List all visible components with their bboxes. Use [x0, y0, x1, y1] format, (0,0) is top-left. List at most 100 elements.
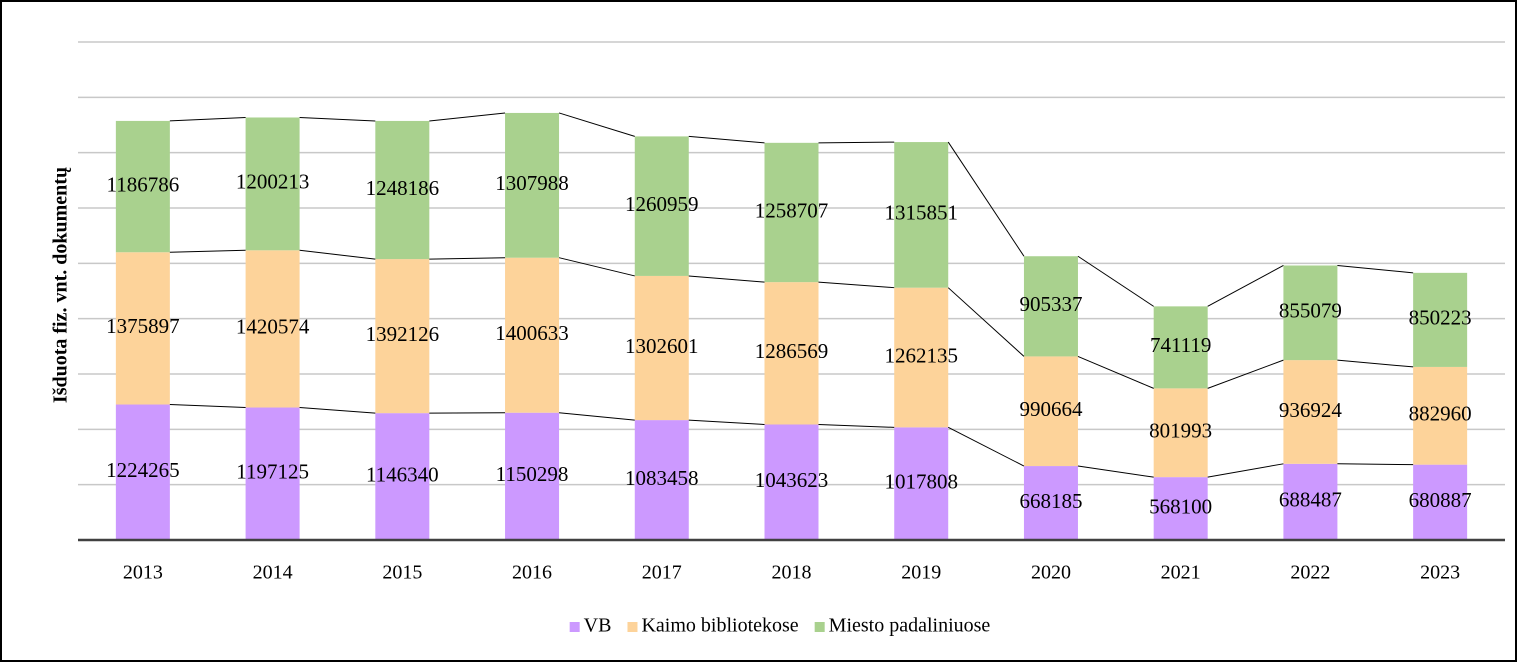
bar-segment	[245, 407, 300, 540]
bar-segment	[375, 259, 430, 414]
bar-segment	[1023, 256, 1078, 357]
data-label: 688487	[1279, 488, 1342, 512]
series-line	[818, 424, 895, 428]
data-label: 1258707	[755, 198, 829, 222]
bar-segment	[1283, 265, 1338, 361]
data-label: 1315851	[884, 201, 958, 225]
data-label: 1043623	[755, 468, 829, 492]
bar-segment	[1153, 477, 1208, 540]
bar-segment	[375, 413, 430, 540]
data-label: 990664	[1019, 397, 1083, 421]
bar-segment	[505, 112, 560, 258]
bar-segment	[1153, 388, 1208, 478]
legend-label: Kaimo bibliotekose	[641, 615, 798, 637]
bar-segment	[115, 404, 170, 540]
bar-segment	[634, 420, 689, 540]
series-line	[1077, 255, 1154, 307]
data-label: 1392126	[366, 322, 440, 346]
bar-segment	[764, 424, 819, 540]
x-tick-label: 2021	[1161, 562, 1201, 584]
series-line	[169, 404, 246, 409]
bar-segment	[764, 142, 819, 283]
bar-segment	[1023, 356, 1078, 467]
bar-segment	[1283, 463, 1338, 540]
bar-segment	[634, 136, 689, 276]
series-line	[688, 135, 765, 144]
series-line	[688, 275, 765, 283]
bar-segment	[764, 282, 819, 425]
series-line	[169, 116, 246, 122]
bar-segment	[245, 117, 300, 251]
legend-swatch	[627, 622, 638, 632]
y-axis-label: Išduota fiz. vnt. dokumentų	[50, 167, 72, 403]
series-line	[947, 426, 1025, 467]
bar-segment	[1283, 360, 1338, 464]
bar-segment	[894, 287, 949, 428]
x-tick-label: 2023	[1420, 562, 1460, 584]
bar-segment	[115, 252, 170, 405]
data-label: 1083458	[625, 466, 699, 490]
series-line	[1337, 463, 1414, 466]
data-label: 936924	[1279, 398, 1343, 422]
series-line	[299, 116, 376, 122]
x-tick-label: 2017	[642, 562, 682, 584]
data-label: 680887	[1409, 488, 1472, 512]
data-label: 568100	[1149, 494, 1212, 518]
series-line	[299, 407, 376, 414]
legend-label: VB	[584, 615, 612, 637]
data-label: 1248186	[366, 176, 440, 200]
data-label: 1150298	[496, 462, 569, 486]
data-label: 1307988	[495, 171, 569, 195]
data-label: 1186786	[106, 172, 179, 196]
bar-segment	[115, 120, 170, 253]
x-tick-label: 2018	[772, 562, 812, 584]
bar-segment	[1153, 306, 1208, 389]
bar-segment	[505, 412, 560, 540]
series-line	[1077, 355, 1154, 389]
data-label: 850223	[1409, 306, 1472, 330]
series-line	[1207, 359, 1284, 389]
series-line	[429, 112, 506, 122]
bar-segment	[505, 257, 560, 413]
legend-label: Miesto padaliniuose	[829, 615, 991, 637]
series-line	[558, 412, 635, 421]
data-label: 1302601	[625, 334, 699, 358]
x-tick-label: 2016	[512, 562, 552, 584]
series-line	[1207, 463, 1284, 478]
data-label: 668185	[1019, 489, 1082, 513]
series-line	[169, 249, 246, 253]
bar-segment	[1023, 466, 1078, 540]
data-label: 1262135	[884, 343, 958, 367]
data-label: 1200213	[236, 170, 310, 194]
legend-swatch	[569, 622, 580, 632]
data-label: 1017808	[884, 469, 958, 493]
series-line	[947, 287, 1025, 357]
bar-segment	[1413, 272, 1468, 367]
series-line	[299, 249, 376, 260]
bar-segment	[245, 250, 300, 408]
series-line	[1207, 265, 1284, 307]
series-line	[1337, 359, 1414, 368]
series-line	[818, 141, 895, 144]
x-tick-label: 2022	[1290, 562, 1330, 584]
data-label: 882960	[1409, 402, 1472, 426]
bar-segment	[375, 120, 430, 260]
data-label: 1420574	[236, 315, 310, 339]
series-line	[558, 112, 635, 137]
data-label: 1400633	[495, 321, 569, 345]
data-label: 905337	[1019, 292, 1082, 316]
data-label: 1224265	[106, 458, 180, 482]
data-label: 741119	[1150, 333, 1211, 357]
series-line	[1077, 465, 1154, 478]
x-tick-label: 2020	[1031, 562, 1071, 584]
x-tick-label: 2019	[901, 562, 941, 584]
series-line	[429, 257, 506, 260]
bar-segment	[1413, 366, 1468, 465]
series-line	[688, 419, 765, 426]
series-line	[558, 257, 635, 277]
bar-segment	[634, 275, 689, 421]
x-tick-label: 2013	[123, 562, 163, 584]
x-tick-label: 2015	[382, 562, 422, 584]
x-tick-label: 2014	[253, 562, 293, 584]
